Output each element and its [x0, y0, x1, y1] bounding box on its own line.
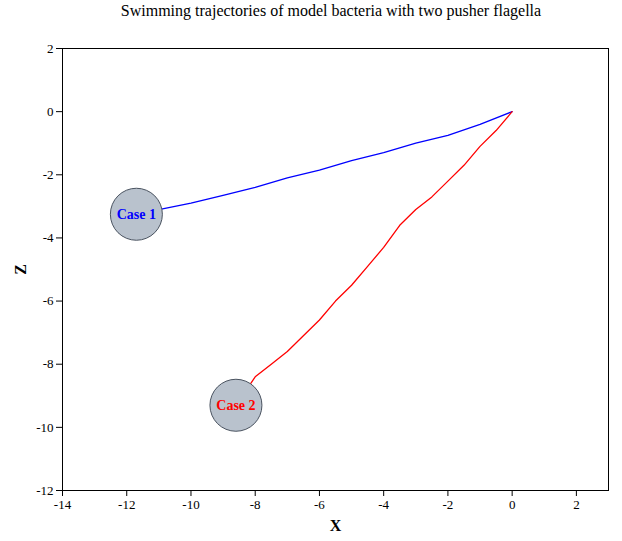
svg-text:Case 1: Case 1: [117, 207, 156, 222]
svg-text:-10: -10: [182, 497, 199, 512]
svg-text:2: 2: [47, 41, 54, 56]
svg-text:-12: -12: [118, 497, 135, 512]
svg-text:0: 0: [47, 104, 54, 119]
svg-text:-6: -6: [43, 293, 54, 308]
svg-text:-2: -2: [43, 167, 54, 182]
svg-text:-6: -6: [314, 497, 325, 512]
svg-text:2: 2: [573, 497, 580, 512]
svg-text:-12: -12: [36, 483, 53, 498]
svg-text:-8: -8: [250, 497, 261, 512]
html-text:Swimming trajectories of model: Swimming trajectories of model bacteria …: [120, 2, 542, 19]
svg-text:-4: -4: [43, 230, 54, 245]
svg-text:Case 2: Case 2: [216, 398, 255, 413]
svg-text:-8: -8: [43, 356, 54, 371]
svg-text:Z: Z: [12, 264, 29, 275]
svg-text:-4: -4: [378, 497, 389, 512]
svg-text:-10: -10: [36, 420, 53, 435]
svg-text:-14: -14: [54, 497, 72, 512]
svg-text:X: X: [330, 517, 342, 534]
svg-text:-2: -2: [442, 497, 453, 512]
svg-text:0: 0: [509, 497, 516, 512]
